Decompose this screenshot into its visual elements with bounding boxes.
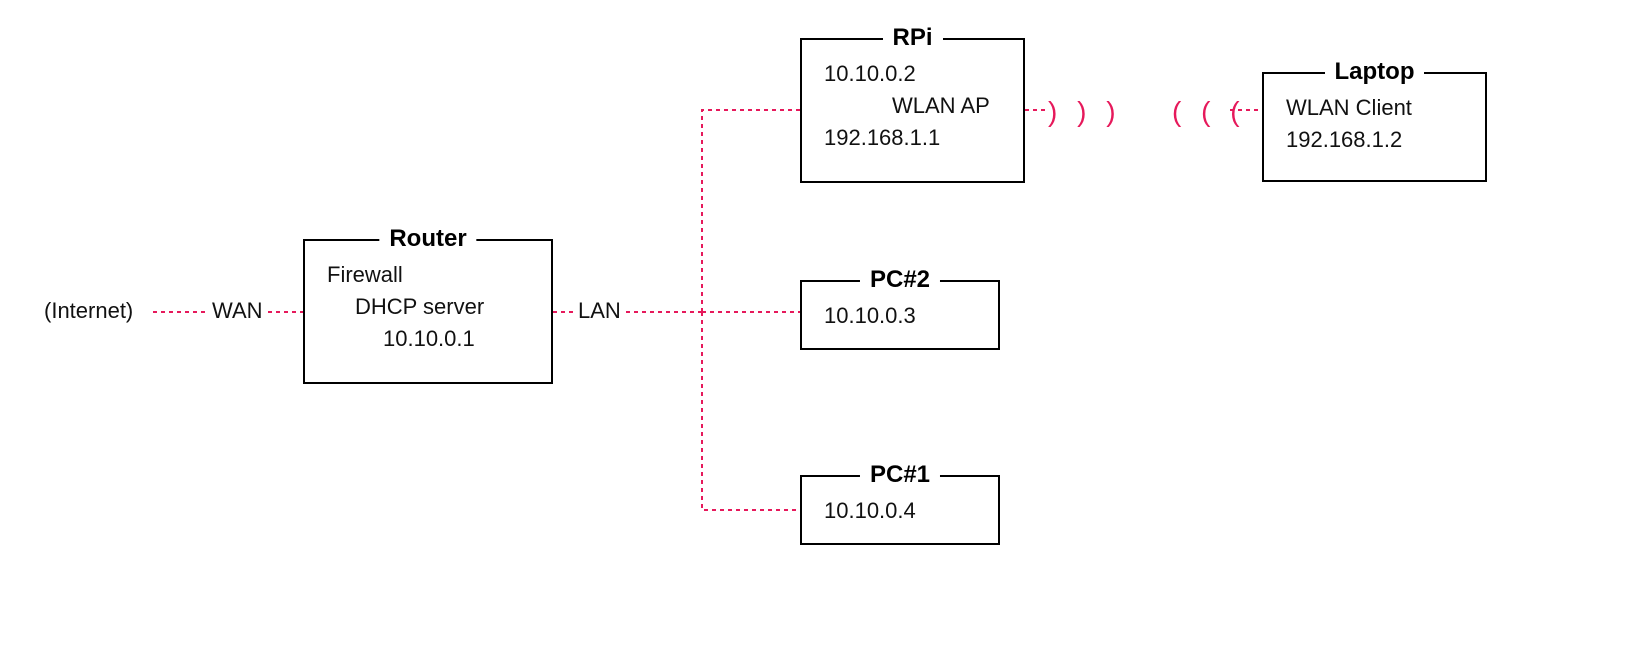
pc1-node: PC#1 10.10.0.4 (800, 475, 1000, 545)
edge-bus-to-rpi-box (702, 110, 800, 312)
laptop-node: Laptop WLAN Client 192.168.1.2 (1262, 72, 1487, 182)
laptop-line-0: WLAN Client (1286, 92, 1463, 124)
router-title: Router (379, 225, 476, 253)
router-line-1: DHCP server (327, 291, 529, 323)
rpi-title: RPi (882, 24, 942, 52)
laptop-title: Laptop (1325, 58, 1425, 86)
rpi-line-0: 10.10.0.2 (824, 58, 1001, 90)
rpi-node: RPi 10.10.0.2 WLAN AP 192.168.1.1 (800, 38, 1025, 183)
pc2-title: PC#2 (860, 266, 940, 294)
rpi-line-1: WLAN AP (824, 90, 1001, 122)
router-line-0: Firewall (327, 259, 529, 291)
router-node: Router Firewall DHCP server 10.10.0.1 (303, 239, 553, 384)
pc1-title: PC#1 (860, 461, 940, 489)
pc2-line-0: 10.10.0.3 (824, 300, 976, 332)
edge-bus-to-pc1-box (702, 312, 800, 510)
rpi-line-2: 192.168.1.1 (824, 122, 1001, 154)
diagram-canvas: Router Firewall DHCP server 10.10.0.1 RP… (0, 0, 1626, 650)
laptop-line-1: 192.168.1.2 (1286, 124, 1463, 156)
router-line-2: 10.10.0.1 (327, 323, 529, 355)
pc2-node: PC#2 10.10.0.3 (800, 280, 1000, 350)
wireless-receive-icon: ( ( ( (1172, 96, 1246, 128)
lan-label: LAN (578, 298, 621, 324)
pc1-line-0: 10.10.0.4 (824, 495, 976, 527)
wireless-emit-icon: ) ) ) (1048, 96, 1122, 128)
internet-label: (Internet) (44, 298, 133, 324)
wan-label: WAN (212, 298, 263, 324)
